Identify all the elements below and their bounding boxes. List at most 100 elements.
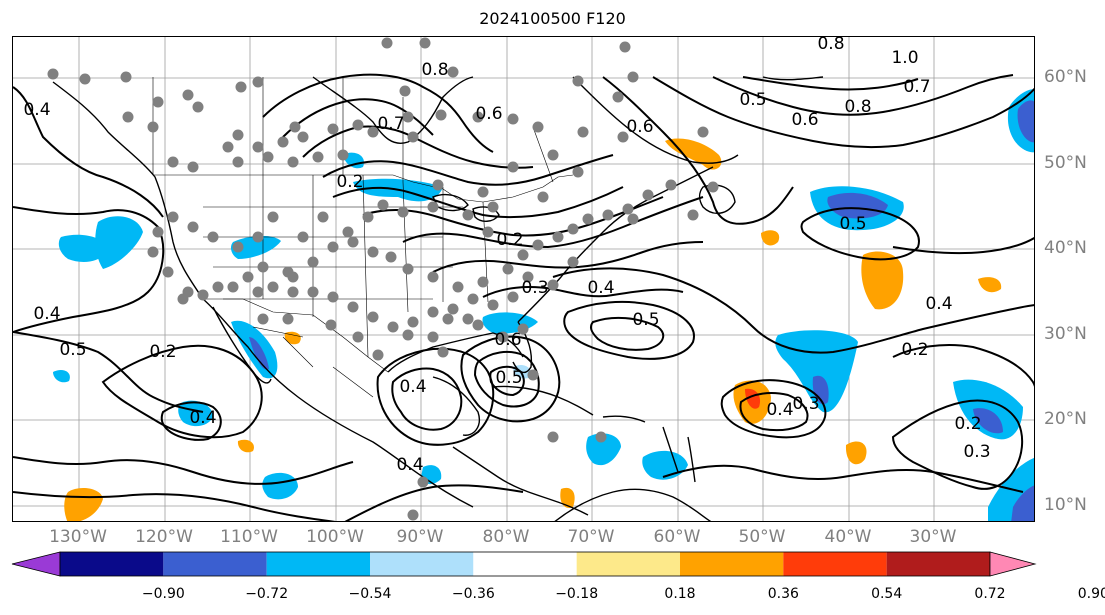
- station-marker: [537, 191, 549, 203]
- contour: [322, 154, 614, 186]
- graticule: [13, 37, 1034, 521]
- pos-shade-mex: [284, 331, 301, 345]
- station-marker: [567, 256, 579, 268]
- station-marker: [407, 131, 419, 143]
- colorbar-tick-label: 0.72: [974, 586, 1006, 602]
- latitude-label: 50°N: [1044, 153, 1087, 173]
- neg-shade-pac-15n: [262, 472, 298, 500]
- contour-label: 0.8: [844, 97, 871, 117]
- contour-label: 0.8: [817, 37, 844, 54]
- station-marker: [187, 221, 199, 233]
- pos-shade-pac-10n: [64, 487, 103, 521]
- colorbar-segment: [266, 552, 370, 576]
- station-marker: [427, 306, 439, 318]
- station-marker: [402, 263, 414, 275]
- station-marker: [619, 41, 631, 53]
- station-marker: [212, 281, 224, 293]
- station-marker: [532, 239, 544, 251]
- station-marker: [387, 321, 399, 333]
- colorbar-segment: [473, 552, 577, 576]
- station-marker: [147, 121, 159, 133]
- pos-shade-atl-22n-core: [745, 388, 761, 409]
- contour: [460, 335, 561, 423]
- station-marker: [487, 299, 499, 311]
- neg-shade-carib: [586, 433, 621, 466]
- station-marker: [397, 206, 409, 218]
- colorbar-segment: [576, 552, 680, 576]
- station-marker: [627, 71, 639, 83]
- contour: [552, 267, 1034, 354]
- colorbar-tick-label: 0.18: [664, 586, 696, 602]
- hispaniola: [602, 415, 646, 423]
- station-marker: [522, 271, 534, 283]
- neg-shade-atl-mid-core: [827, 192, 888, 219]
- station-marker: [665, 179, 677, 191]
- station-marker: [642, 189, 654, 201]
- colorbar-segment: [783, 552, 887, 576]
- station-marker: [467, 293, 479, 305]
- contour: [160, 401, 222, 441]
- contour: [602, 76, 794, 225]
- station-marker: [627, 213, 639, 225]
- station-marker: [482, 226, 494, 238]
- station-marker: [527, 369, 539, 381]
- colorbar-tick-label: 0.54: [871, 586, 903, 602]
- station-marker: [372, 349, 384, 361]
- contour-label: 0.4: [33, 304, 60, 324]
- station-marker: [507, 291, 519, 303]
- station-marker: [437, 346, 449, 358]
- station-marker: [242, 271, 254, 283]
- station-marker: [697, 126, 709, 138]
- station-marker: [287, 271, 299, 283]
- newfoundland: [698, 184, 736, 214]
- contour-label: 0.8: [421, 60, 448, 80]
- station-marker: [427, 271, 439, 283]
- contour-label: 0.5: [59, 340, 86, 360]
- contour-label: 0.6: [494, 330, 521, 350]
- gulf-coast: [387, 332, 524, 373]
- contour: [589, 316, 665, 351]
- station-marker: [257, 261, 269, 273]
- contour: [739, 392, 809, 432]
- station-marker: [192, 101, 204, 113]
- station-marker: [187, 161, 199, 173]
- contour: [892, 344, 1034, 387]
- contour: [402, 196, 704, 249]
- station-marker: [487, 201, 499, 213]
- contour: [101, 344, 263, 439]
- contour: [376, 347, 495, 446]
- station-marker: [79, 73, 91, 85]
- colorbar-segment: [163, 552, 267, 576]
- station-marker: [367, 126, 379, 138]
- station-marker: [252, 76, 264, 88]
- station-marker: [407, 316, 419, 328]
- contour-label: 0.3: [792, 394, 819, 414]
- station-marker: [532, 121, 544, 133]
- station-marker: [552, 231, 564, 243]
- station-marker: [442, 313, 454, 325]
- station-marker: [177, 293, 189, 305]
- state-grid-1: [203, 206, 463, 300]
- latitude-label: 60°N: [1044, 67, 1087, 87]
- contour-label: 0.5: [839, 214, 866, 234]
- station-marker: [197, 289, 209, 301]
- station-marker: [602, 209, 614, 221]
- station-marker: [402, 329, 414, 341]
- hudson-bay: [312, 76, 474, 144]
- station-marker: [595, 431, 607, 443]
- contour: [332, 186, 624, 219]
- contour-label: 0.4: [189, 408, 216, 428]
- contour-label: 0.5: [495, 368, 522, 388]
- contour: [742, 76, 919, 91]
- station-marker: [462, 313, 474, 325]
- contour: [13, 86, 164, 218]
- station-marker: [707, 181, 719, 193]
- station-marker: [687, 209, 699, 221]
- contour-label: 0.4: [766, 400, 793, 420]
- station-marker: [572, 166, 584, 178]
- contour: [892, 237, 1034, 255]
- latitude-label: 10°N: [1044, 495, 1087, 515]
- station-marker: [207, 231, 219, 243]
- station-marker: [162, 266, 174, 278]
- contour-label: 0.4: [925, 294, 952, 314]
